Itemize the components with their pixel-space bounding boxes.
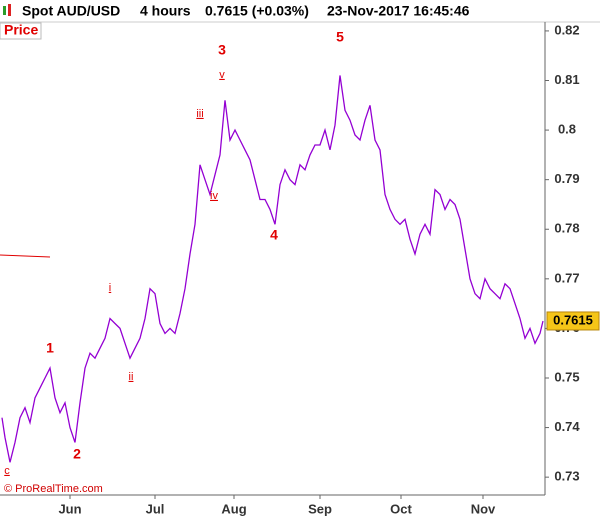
- price-line: [1, 75, 544, 463]
- x-tick-label: Jul: [146, 501, 165, 516]
- y-tick-label: 0.77: [554, 270, 579, 285]
- wave-label: 5: [336, 29, 344, 45]
- copyright: © ProRealTime.com: [4, 483, 103, 495]
- y-tick-label: 0.75: [554, 369, 579, 384]
- wave-label: 2: [73, 446, 81, 462]
- x-tick-label: Aug: [221, 501, 246, 516]
- y-tick-label: 0.82: [554, 22, 579, 37]
- last-value-tag: [546, 311, 600, 331]
- subwave-label: iii: [196, 108, 203, 120]
- subwave-label: v: [219, 69, 225, 81]
- x-tick-label: Sep: [308, 501, 332, 516]
- wave-label: 4: [270, 227, 278, 243]
- panel-label: Price: [4, 22, 38, 38]
- y-tick-label: 0.74: [554, 419, 580, 434]
- x-tick-label: Jun: [58, 501, 81, 516]
- x-tick-label: Oct: [390, 501, 412, 516]
- candle-icon: [3, 4, 11, 16]
- last-value-label: 0.7615: [553, 312, 593, 327]
- subwave-label: iv: [210, 190, 218, 202]
- header-title: Spot AUD/USD: [22, 3, 120, 19]
- y-tick-label: 0.8: [558, 122, 576, 137]
- header-quote: 0.7615 (+0.03%): [205, 3, 309, 19]
- wave-label: 1: [46, 340, 54, 356]
- subwave-label: ii: [129, 371, 134, 383]
- y-tick-label: 0.79: [554, 171, 579, 186]
- panel-label-box: [0, 22, 42, 40]
- drawn-line: [0, 254, 51, 258]
- wave-label: 3: [218, 42, 226, 58]
- subwave-label: c: [4, 465, 10, 477]
- y-tick-label: 0.81: [554, 72, 579, 87]
- header-timestamp: 23-Nov-2017 16:45:46: [327, 3, 470, 19]
- subwave-label: i: [109, 282, 111, 294]
- x-tick-label: Nov: [471, 501, 496, 516]
- y-tick-label: 0.78: [554, 221, 579, 236]
- header-timeframe: 4 hours: [140, 3, 191, 19]
- y-tick-label: 0.73: [554, 469, 579, 484]
